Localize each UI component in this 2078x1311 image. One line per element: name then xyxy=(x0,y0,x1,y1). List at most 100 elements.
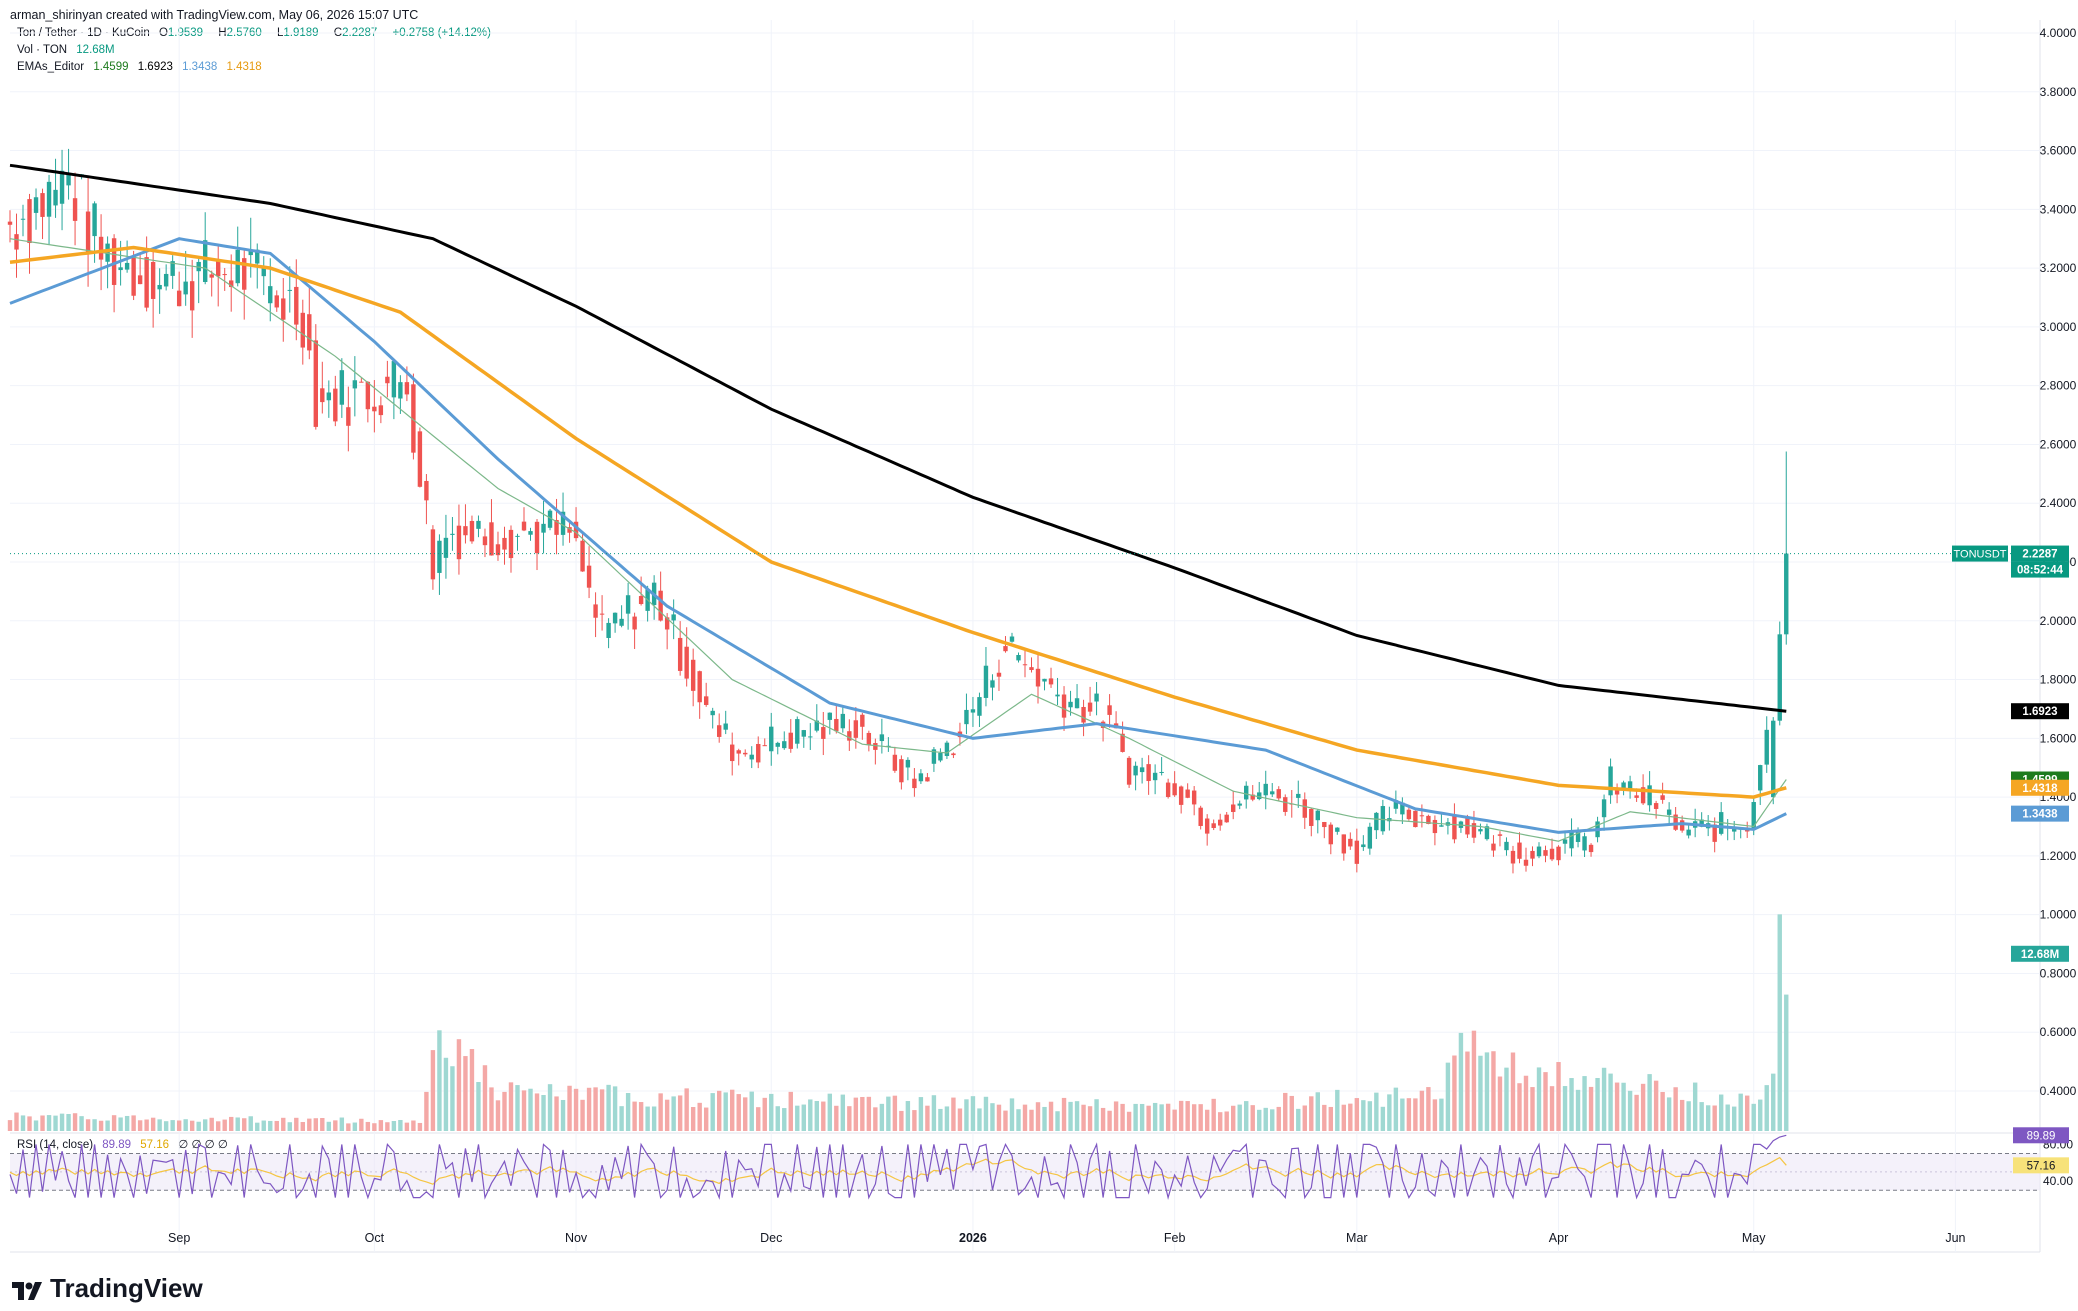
volume-bar xyxy=(463,1056,468,1131)
volume-bar xyxy=(1738,1093,1743,1131)
volume-bar xyxy=(124,1115,130,1131)
candle-body xyxy=(912,778,917,789)
volume-bar xyxy=(144,1119,149,1131)
candle-body xyxy=(1601,799,1607,818)
candle-body xyxy=(1231,804,1236,812)
volume-bar xyxy=(1777,914,1782,1131)
candle-body xyxy=(1081,706,1086,723)
candle-body xyxy=(411,384,416,453)
volume-bar xyxy=(1087,1106,1093,1131)
candle-body xyxy=(157,284,162,290)
volume-bar xyxy=(1660,1091,1665,1131)
candle-body xyxy=(372,406,377,412)
volume-bar xyxy=(1491,1051,1496,1131)
volume-bar xyxy=(723,1092,728,1131)
volume-bar xyxy=(27,1116,32,1131)
candle-body xyxy=(1666,809,1672,815)
candle-body xyxy=(1335,827,1340,832)
candle-body xyxy=(1029,667,1034,671)
volume-bar xyxy=(398,1119,403,1131)
candle-body xyxy=(541,523,546,533)
volume-bar xyxy=(202,1119,208,1131)
volume-bars xyxy=(7,914,1789,1131)
candle-body xyxy=(333,388,338,422)
volume-bar xyxy=(40,1115,45,1131)
volume-bar xyxy=(1191,1104,1197,1131)
candle-body xyxy=(1302,799,1307,818)
candle-body xyxy=(599,613,605,615)
candle-body xyxy=(905,759,911,768)
volume-bar xyxy=(1686,1101,1691,1131)
volume-bar xyxy=(834,1105,839,1131)
candle-body xyxy=(814,720,819,731)
volume-bar xyxy=(1068,1101,1073,1131)
candle-body xyxy=(580,540,585,572)
candle-body xyxy=(1035,668,1041,687)
candle-body xyxy=(274,295,279,308)
price-label xyxy=(2011,779,2069,796)
volume-bar xyxy=(1458,1032,1464,1131)
volume-bar xyxy=(788,1091,793,1131)
ema-legend[interactable]: EMAs_Editor 1.4599 1.6923 1.3438 1.4318 xyxy=(17,61,268,73)
volume-bar xyxy=(359,1118,364,1131)
candle-body xyxy=(1556,846,1561,861)
candle-body xyxy=(743,752,748,755)
candle-body xyxy=(1484,826,1490,840)
volume-bar xyxy=(294,1117,299,1131)
volume-bar xyxy=(1445,1062,1451,1131)
candle-body xyxy=(1309,808,1314,826)
volume-bar xyxy=(1113,1101,1119,1131)
volume-bar xyxy=(534,1093,540,1131)
price-label xyxy=(2011,805,2069,822)
candle-body xyxy=(1204,818,1210,834)
candle-body xyxy=(1608,766,1613,796)
candle-body xyxy=(1016,654,1021,661)
volume-bar xyxy=(1751,1103,1756,1131)
volume-bar xyxy=(59,1113,65,1131)
candle-body xyxy=(1152,772,1158,781)
volume-bar xyxy=(1387,1094,1392,1131)
volume-bar xyxy=(189,1120,195,1131)
volume-bar xyxy=(1328,1106,1334,1131)
candle-body xyxy=(1627,781,1633,791)
price-tick: 1.2000 xyxy=(2040,849,2077,863)
volume-bar xyxy=(1653,1080,1659,1131)
candle-body xyxy=(977,697,982,716)
volume-bar xyxy=(235,1117,240,1131)
volume-bar xyxy=(163,1121,169,1131)
volume-bar xyxy=(1562,1086,1568,1131)
volume-bar xyxy=(638,1102,644,1131)
time-tick: Apr xyxy=(1549,1231,1568,1245)
candle-body xyxy=(1614,787,1620,795)
volume-bar xyxy=(1725,1104,1730,1131)
volume-bar xyxy=(912,1110,917,1131)
volume-bar xyxy=(1029,1109,1034,1131)
volume-bar xyxy=(782,1108,787,1131)
candle-body xyxy=(1250,794,1255,800)
volume-bar xyxy=(14,1112,19,1131)
candle-body xyxy=(443,537,449,558)
candle-body xyxy=(677,637,683,671)
candle-body xyxy=(638,596,644,605)
volume-bar xyxy=(1745,1095,1750,1131)
rsi-legend[interactable]: RSI (14, close) 89.89 57.16 ∅ ∅ ∅ ∅ xyxy=(17,1137,234,1151)
brand-name: TradingView xyxy=(50,1273,203,1303)
ema-value-1: 1.4599 xyxy=(93,61,129,73)
candle-body xyxy=(547,510,553,528)
candle-body xyxy=(1640,787,1646,804)
volume-bar xyxy=(1640,1083,1646,1131)
rsi-value-label xyxy=(2013,1157,2069,1174)
volume-bar xyxy=(1276,1106,1281,1131)
volume-bar xyxy=(1152,1102,1158,1131)
ema-value-2: 1.6923 xyxy=(137,61,173,73)
volume-bar xyxy=(313,1118,319,1131)
volume-bar xyxy=(1074,1101,1080,1131)
volume-bar xyxy=(905,1101,911,1131)
time-tick: Mar xyxy=(1346,1231,1368,1245)
volume-bar xyxy=(242,1118,247,1131)
candle-body xyxy=(625,595,631,614)
volume-legend[interactable]: Vol · TON 12.68M xyxy=(17,44,121,56)
tradingview-brand[interactable]: TradingView xyxy=(12,1273,203,1304)
volume-bar xyxy=(424,1091,429,1131)
